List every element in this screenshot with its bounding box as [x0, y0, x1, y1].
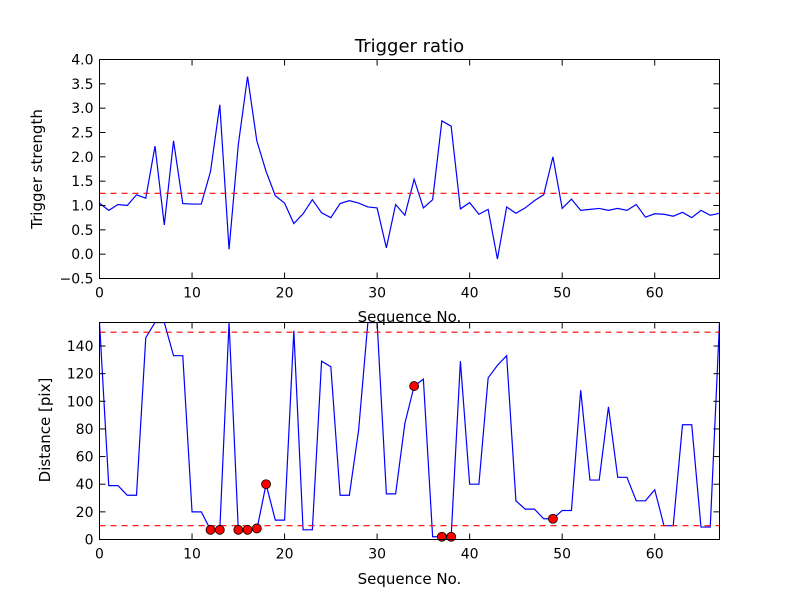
- trigger-x-tick-label: 10: [183, 286, 201, 302]
- distance-marker-point: [446, 531, 457, 542]
- distance-marker-point: [261, 479, 271, 490]
- chart-title: Trigger ratio: [354, 36, 464, 57]
- distance-x-tick-label: 30: [368, 547, 386, 563]
- distance-series-line: [99, 322, 720, 538]
- distance-x-tick-label: 40: [461, 547, 479, 563]
- distance-tick-layer: 0 10 20 30 40 50 60 0 20 40 60 80 100 120 140: [67, 322, 720, 563]
- distance-y-tick-label: 40: [76, 477, 94, 493]
- trigger-y-tick-label: 4.0: [71, 53, 93, 69]
- trigger-x-tick-label: 40: [461, 286, 479, 302]
- trigger-clipped-marks: [99, 76, 720, 260]
- trigger-x-axis-label: Sequence No.: [358, 308, 462, 326]
- trigger-y-tick-label: 1.5: [71, 174, 93, 190]
- trigger-tick-layer: 0 10 20 30 40 50 60 −0.5 0.0 0.5 1.0 1.5 2.0 2.5 3.0 3.…: [60, 53, 720, 302]
- trigger-plot-frame: [99, 59, 720, 279]
- distance-marker-point: [214, 524, 225, 535]
- distance-marker-point: [548, 513, 558, 524]
- distance-plot-frame: [99, 322, 720, 540]
- distance-clipped-marks: [99, 322, 720, 538]
- distance-y-tick-label: 0: [85, 533, 94, 549]
- distance-x-tick-label: 20: [276, 547, 294, 563]
- trigger-y-tick-label: 0.5: [71, 223, 93, 239]
- trigger-y-tick-label: 2.5: [71, 126, 93, 142]
- trigger-y-tick-label: 1.0: [71, 199, 93, 215]
- distance-y-tick-label: 100: [67, 394, 94, 410]
- distance-panel: 0 10 20 30 40 50 60 0 20 40 60 80 100 120 140 Sequence…: [36, 322, 720, 588]
- trigger-y-tick-label: 2.0: [71, 150, 93, 166]
- distance-x-tick-label: 0: [95, 547, 104, 563]
- trigger-x-tick-label: 30: [368, 286, 386, 302]
- distance-y-tick-label: 140: [67, 339, 94, 355]
- distance-y-tick-label: 80: [76, 422, 94, 438]
- trigger-y-tick-label: −0.5: [60, 272, 94, 288]
- distance-x-tick-label: 10: [183, 547, 201, 563]
- trigger-x-tick-label: 20: [276, 286, 294, 302]
- distance-data-layer: [99, 322, 720, 542]
- trigger-x-tick-label: 0: [95, 286, 104, 302]
- distance-marker-point: [409, 381, 420, 391]
- distance-y-tick-label: 60: [76, 450, 94, 466]
- distance-x-tick-label: 60: [646, 547, 664, 563]
- trigger-y-tick-label: 0.0: [71, 247, 93, 263]
- trigger-x-tick-label: 60: [646, 286, 664, 302]
- distance-marker-point: [251, 523, 262, 534]
- trigger-y-axis-label: Trigger strength: [28, 109, 46, 230]
- trigger-series-line: [99, 76, 720, 260]
- distance-x-axis-label: Sequence No.: [358, 570, 462, 588]
- distance-y-axis-label: Distance [pix]: [36, 378, 54, 483]
- trigger-ratio-panel: Trigger ratio 0 10 20 30 40 50 60 −0.5 0.0 0.5 1.0…: [28, 36, 720, 326]
- distance-marker-point: [242, 524, 253, 535]
- trigger-data-layer: [99, 76, 720, 260]
- distance-marker-point: [233, 524, 244, 535]
- distance-y-tick-label: 120: [67, 367, 94, 383]
- trigger-y-tick-label: 3.5: [71, 77, 93, 93]
- trigger-x-tick-label: 50: [553, 286, 571, 302]
- distance-marker-point: [205, 524, 216, 535]
- distance-x-tick-label: 50: [553, 547, 571, 563]
- distance-y-tick-label: 20: [76, 505, 94, 521]
- trigger-y-tick-label: 3.0: [71, 101, 93, 117]
